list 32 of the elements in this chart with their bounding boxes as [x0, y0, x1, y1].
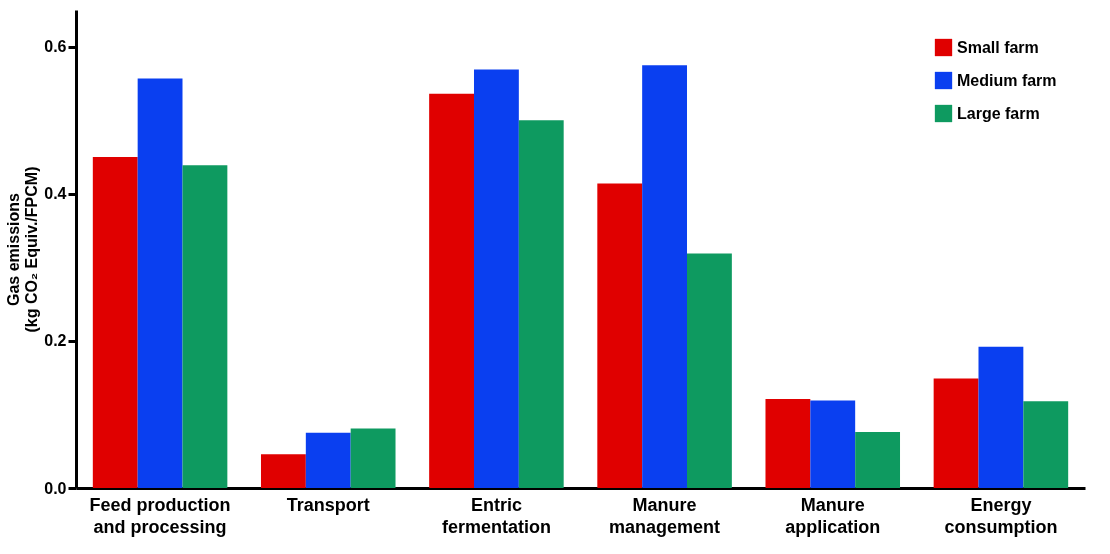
bar — [182, 165, 228, 488]
bar — [137, 78, 183, 488]
bar — [429, 93, 474, 488]
x-tick-label: Energy consumption — [944, 494, 1058, 537]
bar — [978, 346, 1024, 488]
y-tick-label: 0.6 — [44, 38, 67, 56]
x-tick-label: Entric fermentation — [441, 494, 551, 537]
bar — [518, 120, 564, 488]
x-tick-label: Transport — [286, 494, 370, 515]
y-tick-label: 0.0 — [44, 479, 67, 497]
bar — [92, 157, 138, 488]
bar — [350, 428, 396, 488]
bar — [305, 432, 351, 488]
legend-label: Medium farm — [957, 71, 1057, 89]
legend-label: Small farm — [957, 38, 1039, 56]
bar — [933, 378, 979, 488]
bar — [765, 399, 811, 488]
bar — [260, 454, 306, 488]
bar — [473, 69, 519, 488]
x-tick-label: Manure management — [609, 494, 721, 537]
bar — [855, 432, 901, 488]
legend-label: Large farm — [957, 104, 1040, 122]
y-tick-label: 0.2 — [44, 332, 67, 350]
y-axis-title: Gas emissions (kg CO₂ Equiv./FPCM) — [5, 166, 41, 333]
y-tick-label: 0.4 — [44, 185, 67, 203]
bar — [642, 65, 688, 488]
bar — [687, 253, 732, 488]
bar — [597, 183, 643, 488]
x-tick-label: Manure application — [785, 494, 881, 537]
x-tick-label: Feed production and processing — [89, 494, 231, 537]
bar — [1023, 401, 1069, 488]
bar — [810, 400, 856, 488]
